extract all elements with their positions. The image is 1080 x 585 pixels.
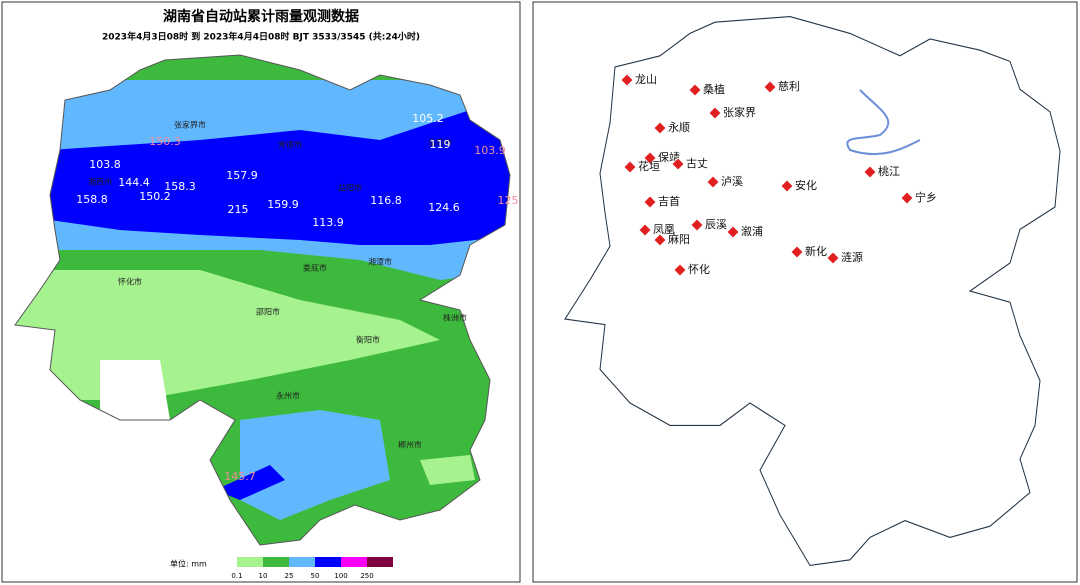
city-label: 怀化市 bbox=[118, 277, 142, 287]
station-label: 涟源 bbox=[841, 250, 863, 264]
legend-swatch bbox=[263, 557, 289, 567]
station-label: 桃江 bbox=[878, 164, 900, 178]
legend-tick: 50 bbox=[311, 572, 320, 580]
station-label: 安化 bbox=[795, 178, 817, 192]
rain-value: 103.8 bbox=[89, 158, 121, 171]
station-marker bbox=[653, 121, 667, 135]
station-label: 凤凰 bbox=[653, 223, 675, 236]
station-marker bbox=[780, 179, 794, 193]
station-label: 泸溪 bbox=[721, 175, 743, 188]
station-marker bbox=[726, 225, 740, 239]
legend-tick: 250 bbox=[360, 572, 373, 580]
legend-swatch bbox=[315, 557, 341, 567]
station-marker bbox=[653, 233, 667, 247]
station-label: 麻阳 bbox=[668, 232, 690, 246]
station-marker bbox=[638, 223, 652, 237]
city-label: 常德市 bbox=[278, 140, 302, 150]
station-marker bbox=[620, 73, 634, 87]
station-label: 龙山 bbox=[635, 73, 657, 86]
city-label: 岳阳市 bbox=[428, 138, 452, 148]
station-label: 张家界 bbox=[723, 105, 756, 119]
legend-tick: 10 bbox=[259, 572, 268, 580]
station-marker bbox=[673, 263, 687, 277]
station-marker bbox=[900, 191, 914, 205]
station-label: 吉首 bbox=[658, 194, 680, 208]
legend-tick: 0.1 bbox=[231, 572, 242, 580]
legend-tick: 100 bbox=[334, 572, 347, 580]
legend-swatch bbox=[367, 557, 393, 567]
city-label: 邵阳市 bbox=[256, 307, 280, 317]
station-marker bbox=[643, 151, 657, 165]
right-panel bbox=[532, 1, 1078, 583]
rain-value: 150.3 bbox=[149, 135, 181, 148]
station-label: 溆浦 bbox=[741, 224, 763, 238]
station-marker bbox=[690, 218, 704, 232]
station-marker bbox=[688, 83, 702, 97]
rain-value: 125 bbox=[498, 194, 519, 207]
rain-value: 144.4 bbox=[118, 176, 150, 189]
rain-value: 124.6 bbox=[428, 201, 460, 214]
station-label: 新化 bbox=[805, 244, 827, 258]
rain-value: 157.9 bbox=[226, 169, 258, 182]
city-label: 张家界市 bbox=[174, 120, 206, 130]
station-marker bbox=[790, 245, 804, 259]
rain-value: 145.7 bbox=[224, 470, 256, 483]
subtitle: 2023年4月3日08时 到 2023年4月4日08时 BJT 3533/354… bbox=[102, 31, 420, 43]
rain-value: 113.9 bbox=[312, 216, 344, 229]
rain-value: 150.2 bbox=[139, 190, 171, 203]
station-label: 慈利 bbox=[778, 79, 800, 93]
station-marker bbox=[863, 165, 877, 179]
rain-value: 105.2 bbox=[412, 112, 444, 125]
rain-value: 119 bbox=[430, 138, 451, 151]
station-marker bbox=[643, 195, 657, 209]
station-label: 保靖 bbox=[658, 150, 680, 164]
rain-value: 116.8 bbox=[370, 194, 402, 207]
title: 湖南省自动站累计雨量观测数据 bbox=[163, 8, 359, 25]
station-label: 宁乡 bbox=[915, 190, 937, 204]
rain-value: 103.9 bbox=[474, 144, 506, 157]
station-marker bbox=[708, 106, 722, 120]
rain-value: 158.8 bbox=[76, 193, 108, 206]
legend-swatch bbox=[341, 557, 367, 567]
city-label: 郴州市 bbox=[398, 440, 422, 450]
city-label: 湘西州 bbox=[88, 177, 112, 187]
station-label: 桑植 bbox=[703, 82, 725, 96]
station-label: 辰溪 bbox=[705, 218, 727, 231]
station-label: 古丈 bbox=[686, 157, 708, 170]
station-label: 花垣 bbox=[638, 160, 660, 173]
station-marker bbox=[706, 175, 720, 189]
city-label: 益阳市 bbox=[338, 183, 362, 193]
legend-swatch bbox=[237, 557, 263, 567]
city-label: 湘潭市 bbox=[368, 257, 392, 267]
rain-value: 215 bbox=[228, 203, 249, 216]
city-label: 株洲市 bbox=[443, 313, 467, 323]
rain-value: 159.9 bbox=[267, 198, 299, 211]
legend-tick: 25 bbox=[285, 572, 294, 580]
station-marker bbox=[763, 80, 777, 94]
station-marker bbox=[623, 160, 637, 174]
lake bbox=[846, 89, 921, 156]
station-label: 怀化 bbox=[688, 262, 710, 276]
station-marker bbox=[826, 251, 840, 265]
city-label: 娄底市 bbox=[303, 263, 327, 273]
legend-swatch bbox=[289, 557, 315, 567]
legend-unit: 单位: mm bbox=[170, 559, 207, 569]
city-label: 衡阳市 bbox=[356, 335, 380, 345]
city-label: 永州市 bbox=[276, 391, 300, 401]
station-marker bbox=[671, 157, 685, 171]
station-label: 永顺 bbox=[668, 120, 690, 134]
rain-value: 158.3 bbox=[164, 180, 196, 193]
